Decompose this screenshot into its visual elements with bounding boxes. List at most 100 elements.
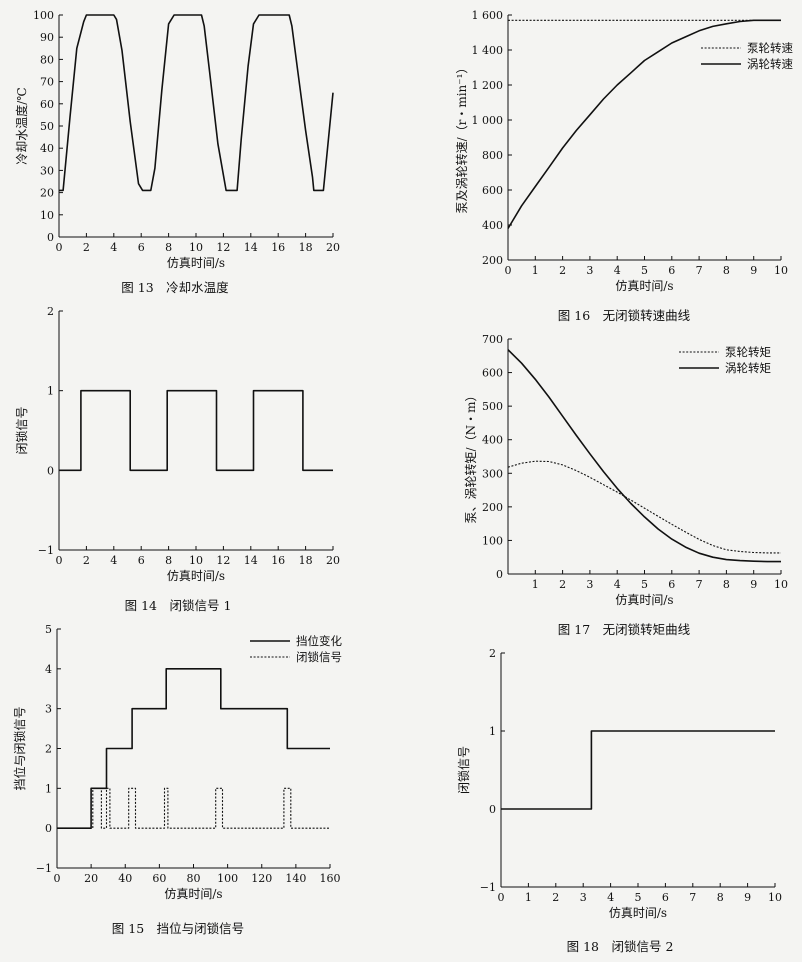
y-axis-label: 冷却水温度/℃	[14, 87, 29, 164]
y-tick-label: 700	[482, 333, 503, 346]
x-tick-label: 8	[165, 241, 172, 254]
y-tick-label: 1	[489, 725, 496, 738]
y-tick-label: 400	[482, 434, 503, 447]
x-tick-label: 0	[505, 264, 512, 277]
y-tick-label: 60	[40, 98, 54, 111]
figure-caption: 图 18 闭锁信号 2	[567, 939, 674, 954]
x-axis-label: 仿真时间/s	[615, 279, 673, 293]
x-tick-label: 9	[744, 891, 751, 904]
x-tick-label: 7	[696, 264, 703, 277]
x-tick-label: 4	[110, 241, 117, 254]
y-tick-label: 200	[482, 254, 503, 267]
x-tick-label: 0	[498, 891, 505, 904]
x-tick-label: 0	[54, 872, 61, 885]
legend-label: 泵轮转速	[747, 41, 793, 55]
x-tick-label: 60	[152, 872, 166, 885]
y-tick-label: 600	[482, 367, 503, 380]
y-tick-label: −1	[38, 544, 54, 557]
y-tick-label: 0	[496, 568, 503, 581]
series-line-1	[507, 349, 781, 563]
x-tick-label: 10	[774, 264, 788, 277]
x-tick-label: 80	[187, 872, 201, 885]
legend-label: 挡位变化	[296, 634, 342, 648]
x-axis-label: 仿真时间/s	[164, 887, 222, 901]
legend-label: 涡轮转矩	[725, 361, 771, 375]
x-tick-label: 18	[299, 554, 313, 567]
y-tick-label: 40	[40, 142, 54, 155]
y-tick-label: 5	[45, 623, 52, 636]
y-tick-label: 0	[45, 822, 52, 835]
x-tick-label: 20	[84, 872, 98, 885]
x-tick-label: 8	[723, 264, 730, 277]
y-tick-label: 3	[45, 703, 52, 716]
y-tick-label: 0	[489, 803, 496, 816]
x-tick-label: 18	[299, 241, 313, 254]
y-tick-label: 400	[482, 219, 503, 232]
series-line-1	[57, 787, 330, 829]
x-tick-label: 1	[525, 891, 532, 904]
x-tick-label: 10	[189, 554, 203, 567]
series-line-0	[507, 460, 781, 554]
y-tick-label: 0	[47, 231, 54, 244]
x-tick-label: 12	[216, 554, 230, 567]
x-tick-label: 7	[696, 578, 703, 591]
y-axis-label: 挡位与闭锁信号	[12, 706, 27, 790]
figure-caption: 图 16 无闭锁转速曲线	[558, 308, 691, 323]
y-tick-label: 1 200	[472, 79, 504, 92]
chart-fig16: 0 1 2 3 4 5 6 7 8 9 10 200 400 600 800 1 000 1 200 1 400 1…	[454, 9, 793, 323]
y-axis-label: 闭锁信号	[14, 406, 29, 454]
y-tick-label: 1 000	[472, 114, 504, 127]
x-tick-label: 14	[244, 241, 258, 254]
x-tick-label: 16	[271, 554, 285, 567]
x-tick-label: 9	[750, 264, 757, 277]
x-tick-label: 16	[271, 241, 285, 254]
y-tick-label: 600	[482, 184, 503, 197]
y-tick-label: 500	[482, 400, 503, 413]
x-tick-label: 40	[118, 872, 132, 885]
legend-label: 闭锁信号	[296, 650, 342, 664]
series-line	[501, 730, 775, 810]
chart-fig15: 0 20 40 60 80 100 120 140 160−1012345仿真时间/s挡位与闭锁…	[12, 623, 342, 936]
series-line	[59, 389, 333, 472]
x-tick-label: 10	[189, 241, 203, 254]
x-tick-label: 5	[641, 264, 648, 277]
x-tick-label: 14	[244, 554, 258, 567]
x-tick-label: 0	[56, 241, 63, 254]
x-tick-label: 2	[83, 241, 90, 254]
x-tick-label: 6	[138, 554, 145, 567]
y-tick-label: 1	[47, 385, 54, 398]
x-tick-label: 4	[614, 578, 621, 591]
y-tick-label: 0	[47, 464, 54, 477]
x-axis-label: 仿真时间/s	[609, 906, 667, 920]
y-tick-label: 30	[40, 164, 54, 177]
y-tick-label: 20	[40, 187, 54, 200]
x-tick-label: 8	[717, 891, 724, 904]
y-tick-label: 80	[40, 53, 54, 66]
y-tick-label: −1	[36, 862, 52, 875]
y-tick-label: 2	[489, 647, 496, 660]
x-tick-label: 100	[217, 872, 238, 885]
x-tick-label: 6	[668, 264, 675, 277]
x-tick-label: 20	[326, 554, 340, 567]
x-tick-label: 6	[662, 891, 669, 904]
x-tick-label: 3	[580, 891, 587, 904]
x-tick-label: 8	[165, 554, 172, 567]
y-tick-label: 800	[482, 149, 503, 162]
y-tick-label: 1	[45, 782, 52, 795]
y-tick-label: 100	[482, 534, 503, 547]
legend-label: 泵轮转矩	[725, 345, 771, 359]
x-tick-label: 1	[532, 264, 539, 277]
x-tick-label: 5	[641, 578, 648, 591]
x-tick-label: 8	[723, 578, 730, 591]
y-axis-label: 泵及涡轮转速/（r・min⁻¹）	[454, 62, 469, 214]
x-tick-label: 0	[56, 554, 63, 567]
x-tick-label: 3	[586, 578, 593, 591]
figure-caption: 图 17 无闭锁转矩曲线	[558, 622, 691, 637]
x-axis-label: 仿真时间/s	[615, 593, 673, 607]
y-axis-label: 闭锁信号	[456, 746, 471, 794]
y-tick-label: −1	[480, 881, 496, 894]
x-axis-label: 仿真时间/s	[167, 256, 225, 270]
x-tick-label: 6	[668, 578, 675, 591]
y-tick-label: 1 400	[472, 44, 504, 57]
